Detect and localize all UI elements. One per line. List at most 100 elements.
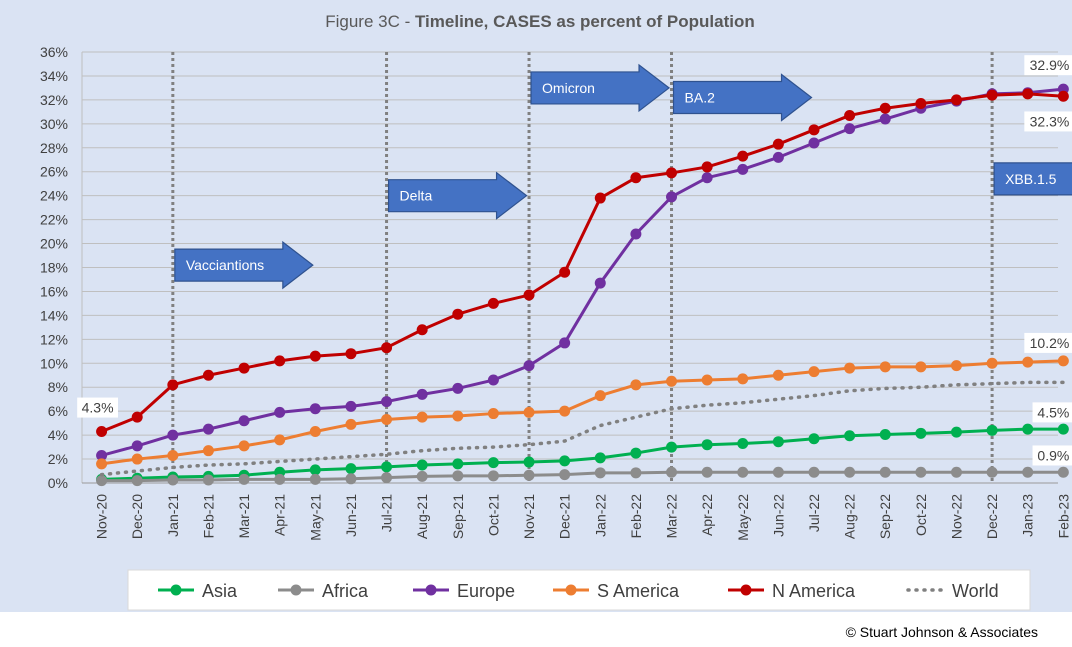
data-point (1022, 88, 1034, 100)
x-tick-label: Jan-21 (165, 494, 181, 537)
data-point (737, 466, 749, 478)
y-tick-label: 16% (40, 283, 68, 299)
arrow-label: XBB.1.5 (1005, 171, 1057, 187)
data-point (345, 400, 357, 412)
series-europe (96, 83, 1069, 461)
legend-marker (170, 584, 182, 596)
legend-marker (425, 584, 437, 596)
data-point (381, 342, 393, 354)
x-tick-label: Sep-22 (877, 494, 893, 539)
data-point (452, 470, 464, 482)
arrow-label: Vacciantions (186, 257, 264, 273)
data-point (416, 459, 428, 471)
legend-item: Asia (158, 581, 238, 601)
data-point (986, 89, 998, 101)
event-arrows: Vacciantions Delta Omicron BA.2 XBB.1.5 (174, 63, 1072, 290)
annotation-label: 32.9% (1030, 57, 1070, 73)
data-point (915, 466, 927, 478)
y-tick-label: 26% (40, 164, 68, 180)
data-point (808, 124, 820, 136)
data-point (452, 308, 464, 320)
data-point (202, 423, 214, 435)
arrow-label: Delta (400, 188, 433, 204)
data-point (202, 445, 214, 457)
data-point (309, 426, 321, 438)
series-world (99, 380, 1066, 477)
data-point (879, 361, 891, 373)
series-line (101, 470, 1064, 483)
data-point (594, 390, 606, 402)
data-point (416, 411, 428, 423)
data-point (96, 458, 108, 470)
annotation-bg (1024, 111, 1072, 132)
data-point (666, 375, 678, 387)
arrow-shape (530, 63, 671, 113)
data-point (523, 469, 535, 481)
y-tick-label: 14% (40, 307, 68, 323)
series-line (101, 359, 1064, 466)
series-line (101, 92, 1064, 433)
series-lines (96, 83, 1069, 487)
data-point (808, 433, 820, 445)
data-point (844, 430, 856, 442)
y-tick-label: 6% (48, 403, 68, 419)
data-point (345, 348, 357, 360)
annotation-bg (1032, 402, 1072, 423)
data-point (666, 466, 678, 478)
event-arrow: Vacciantions (174, 240, 314, 290)
data-point (986, 357, 998, 369)
data-point (274, 434, 286, 446)
data-point (594, 192, 606, 204)
x-tick-label: Jul-21 (379, 494, 395, 532)
chart-title: Figure 3C - Timeline, CASES as percent o… (325, 12, 755, 31)
legend-label: Asia (202, 581, 238, 601)
data-point (915, 427, 927, 439)
x-tick-label: Apr-22 (699, 494, 715, 536)
data-point (630, 379, 642, 391)
y-tick-label: 36% (40, 44, 68, 60)
data-point (309, 403, 321, 415)
data-point (487, 470, 499, 482)
x-tick-label: May-21 (307, 494, 323, 541)
arrow-label: BA.2 (685, 89, 716, 105)
x-tick-label: Feb-22 (628, 494, 644, 539)
annotation-bg (1032, 445, 1072, 466)
y-tick-label: 32% (40, 92, 68, 108)
annotation-bg (1024, 332, 1072, 353)
x-tick-label: Jul-22 (806, 494, 822, 532)
data-point (487, 297, 499, 309)
data-point (630, 172, 642, 184)
data-point (879, 113, 891, 125)
data-point (523, 289, 535, 301)
legend: Asia Africa Europe S America N America World (127, 569, 1031, 611)
data-point (345, 463, 357, 475)
data-point (737, 373, 749, 385)
arrow-shape (672, 73, 813, 122)
data-point (986, 424, 998, 436)
data-point (808, 466, 820, 478)
data-point (131, 440, 143, 452)
data-point (666, 191, 678, 203)
legend-item: World (906, 581, 999, 601)
series-s-america (96, 355, 1069, 470)
legend-item: Europe (413, 581, 515, 601)
data-point (844, 109, 856, 121)
data-point (1057, 355, 1069, 367)
data-point (309, 464, 321, 476)
data-point (772, 151, 784, 163)
data-point (523, 360, 535, 372)
data-point (1057, 466, 1069, 478)
data-point (238, 473, 250, 485)
data-point (487, 457, 499, 469)
x-tick-label: Jun-22 (770, 494, 786, 537)
data-point (381, 396, 393, 408)
x-tick-label: Aug-22 (842, 494, 858, 539)
y-tick-label: 24% (40, 188, 68, 204)
legend-item: S America (553, 581, 680, 601)
data-point (666, 167, 678, 179)
data-point (630, 467, 642, 479)
chart-title-bold: Timeline, CASES as percent of Population (415, 12, 755, 31)
x-tick-label: Jan-23 (1020, 494, 1036, 537)
data-point (915, 97, 927, 109)
